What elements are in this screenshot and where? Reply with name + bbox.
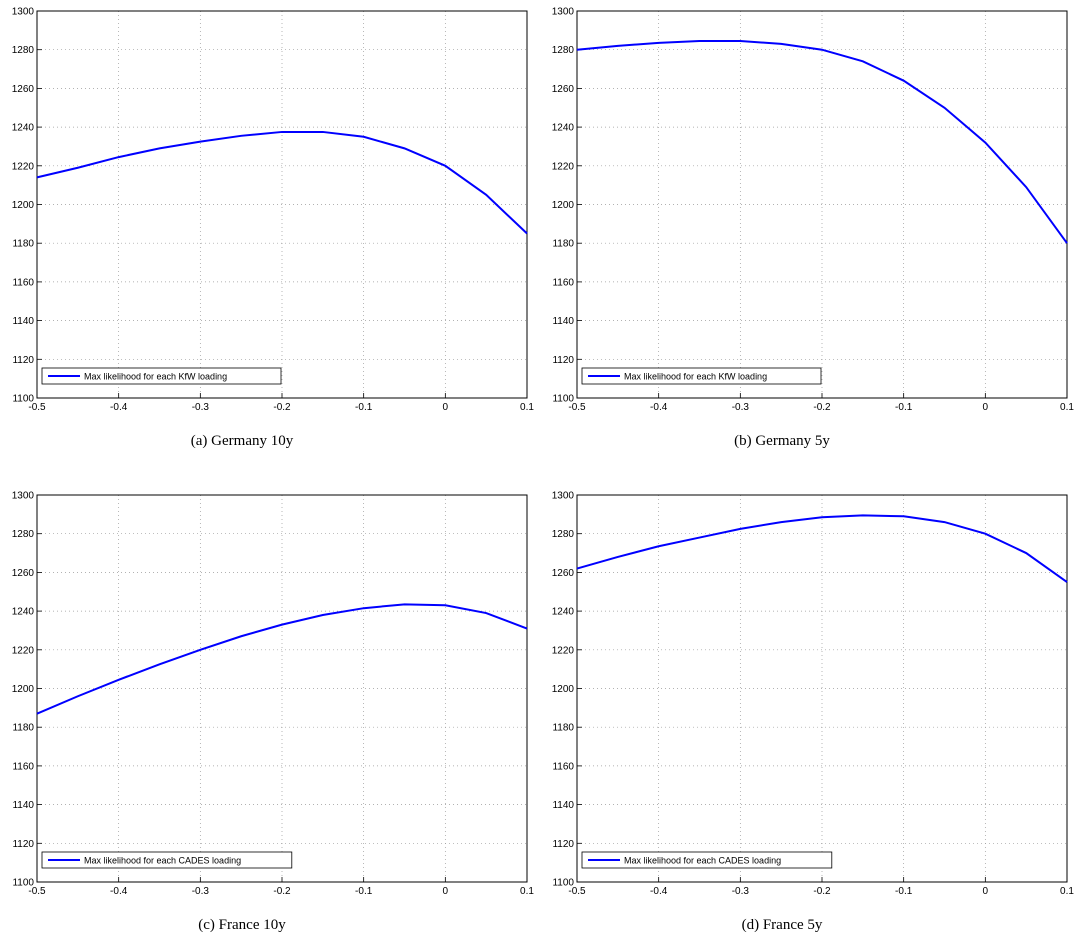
y-tick-label: 1260 bbox=[12, 568, 35, 579]
y-tick-label: 1160 bbox=[552, 761, 574, 772]
x-tick-label: -0.2 bbox=[813, 402, 831, 413]
panel: 1100 1120 1140 1160 1180 1200 1220 1240 1260 1280… bbox=[12, 7, 535, 450]
y-tick-label: 1260 bbox=[552, 568, 575, 579]
x-tick-label: 0 bbox=[983, 886, 989, 897]
y-tick-label: 1100 bbox=[12, 394, 34, 405]
y-tick-label: 1120 bbox=[552, 839, 574, 850]
axes-box bbox=[36, 10, 528, 399]
y-tick-label: 1220 bbox=[552, 645, 575, 656]
x-tick-label: 0 bbox=[443, 886, 449, 897]
panel: 1100 1120 1140 1160 1180 1200 1220 1240 1260 1280… bbox=[552, 491, 1075, 934]
y-tick-label: 1280 bbox=[12, 529, 35, 540]
y-tick-label: 1160 bbox=[552, 277, 574, 288]
x-tick-label: -0.4 bbox=[650, 402, 668, 413]
x-tick-label: -0.4 bbox=[650, 886, 668, 897]
x-tick-label: -0.2 bbox=[273, 402, 291, 413]
x-tick-label: -0.5 bbox=[568, 886, 586, 897]
legend-label: Max likelihood for each KfW loading bbox=[624, 372, 767, 382]
y-tick-label: 1100 bbox=[552, 394, 574, 405]
legend-box bbox=[41, 367, 282, 385]
series-line bbox=[576, 514, 1068, 583]
axes-box bbox=[36, 494, 528, 883]
y-tick-label: 1220 bbox=[552, 161, 575, 172]
x-tick-label: 0.1 bbox=[520, 402, 534, 413]
y-tick-label: 1220 bbox=[12, 645, 35, 656]
y-tick-label: 1180 bbox=[552, 239, 574, 250]
caption: (b) Germany 5y bbox=[734, 433, 830, 449]
caption: (c) France 10y bbox=[198, 917, 286, 933]
x-tick-label: 0.1 bbox=[1060, 886, 1074, 897]
caption: (d) France 5y bbox=[742, 917, 823, 933]
series-line bbox=[36, 130, 528, 235]
panel: 1100 1120 1140 1160 1180 1200 1220 1240 1260 1280… bbox=[12, 491, 535, 934]
y-tick-label: 1240 bbox=[552, 607, 575, 618]
x-tick-label: -0.4 bbox=[110, 886, 128, 897]
y-tick-label: 1180 bbox=[552, 723, 574, 734]
y-tick-label: 1240 bbox=[12, 123, 35, 134]
x-tick-label: -0.1 bbox=[895, 886, 913, 897]
y-tick-label: 1120 bbox=[552, 355, 574, 366]
legend-box bbox=[41, 851, 293, 869]
y-tick-label: 1280 bbox=[552, 529, 575, 540]
axes-box bbox=[576, 10, 1068, 399]
x-tick-label: -0.5 bbox=[28, 402, 46, 413]
y-tick-label: 1240 bbox=[552, 123, 575, 134]
y-tick-label: 1180 bbox=[12, 723, 34, 734]
y-tick-label: 1120 bbox=[12, 839, 34, 850]
legend-box bbox=[581, 367, 822, 385]
y-tick-label: 1200 bbox=[552, 684, 575, 695]
y-tick-label: 1300 bbox=[552, 7, 575, 18]
x-tick-label: -0.3 bbox=[732, 402, 750, 413]
y-tick-label: 1140 bbox=[12, 800, 34, 811]
x-tick-label: -0.3 bbox=[732, 886, 750, 897]
x-tick-label: 0.1 bbox=[520, 886, 534, 897]
panel: 1100 1120 1140 1160 1180 1200 1220 1240 1260 1280… bbox=[552, 7, 1075, 450]
y-tick-label: 1100 bbox=[552, 878, 574, 889]
x-tick-label: -0.1 bbox=[355, 886, 373, 897]
y-tick-label: 1140 bbox=[12, 316, 34, 327]
x-tick-label: -0.2 bbox=[813, 886, 831, 897]
x-tick-label: -0.5 bbox=[568, 402, 586, 413]
y-tick-label: 1160 bbox=[12, 277, 34, 288]
y-tick-label: 1160 bbox=[12, 761, 34, 772]
y-tick-label: 1220 bbox=[12, 161, 35, 172]
axes-box bbox=[576, 494, 1068, 883]
legend-box bbox=[581, 851, 833, 869]
caption: (a) Germany 10y bbox=[191, 433, 294, 449]
x-tick-label: -0.5 bbox=[28, 886, 46, 897]
y-tick-label: 1300 bbox=[552, 491, 575, 502]
x-tick-label: -0.3 bbox=[192, 402, 210, 413]
y-tick-label: 1180 bbox=[12, 239, 34, 250]
y-tick-label: 1280 bbox=[552, 45, 575, 56]
x-tick-label: -0.3 bbox=[192, 886, 210, 897]
x-tick-label: -0.1 bbox=[895, 402, 913, 413]
y-tick-label: 1140 bbox=[552, 316, 574, 327]
y-tick-label: 1280 bbox=[12, 45, 35, 56]
legend-label: Max likelihood for each KfW loading bbox=[84, 372, 227, 382]
x-tick-label: 0 bbox=[443, 402, 449, 413]
y-tick-label: 1120 bbox=[12, 355, 34, 366]
y-tick-label: 1200 bbox=[12, 684, 35, 695]
x-tick-label: -0.1 bbox=[355, 402, 373, 413]
y-tick-label: 1240 bbox=[12, 607, 35, 618]
y-tick-label: 1200 bbox=[12, 200, 35, 211]
x-tick-label: 0 bbox=[983, 402, 989, 413]
y-tick-label: 1260 bbox=[12, 84, 35, 95]
y-tick-label: 1100 bbox=[12, 878, 34, 889]
series-line bbox=[576, 39, 1068, 244]
y-tick-label: 1200 bbox=[552, 200, 575, 211]
x-tick-label: -0.4 bbox=[110, 402, 128, 413]
x-tick-label: -0.2 bbox=[273, 886, 291, 897]
legend-label: Max likelihood for each CADES loading bbox=[84, 856, 241, 866]
y-tick-label: 1260 bbox=[552, 84, 575, 95]
series-line bbox=[36, 603, 528, 715]
legend-label: Max likelihood for each CADES loading bbox=[624, 856, 781, 866]
x-tick-label: 0.1 bbox=[1060, 402, 1074, 413]
y-tick-label: 1300 bbox=[12, 491, 35, 502]
y-tick-label: 1140 bbox=[552, 800, 574, 811]
y-tick-label: 1300 bbox=[12, 7, 35, 18]
